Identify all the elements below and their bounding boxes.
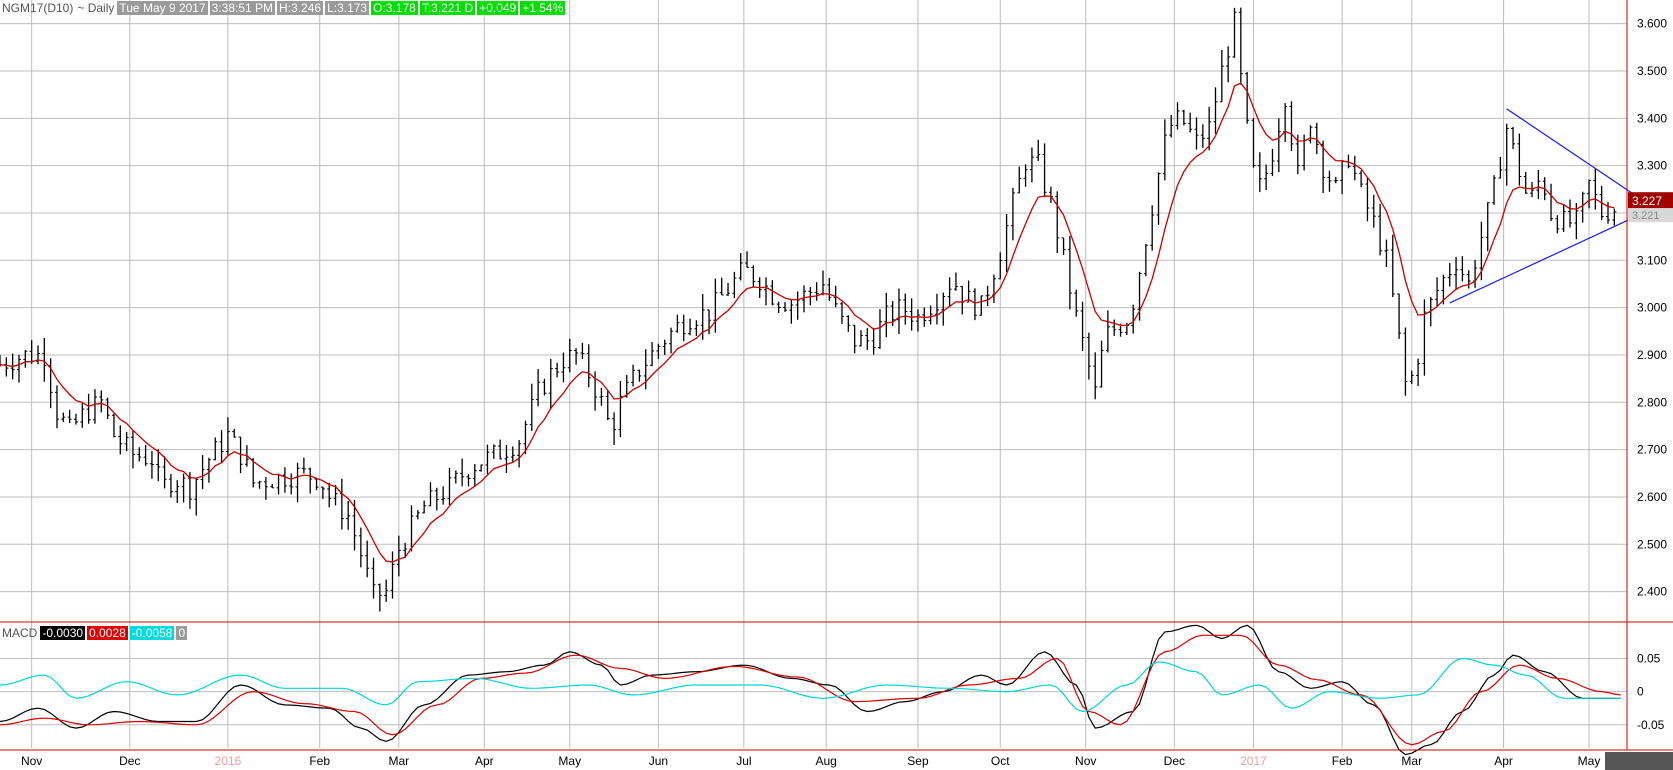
last-price-gray-bg [1628, 208, 1673, 223]
price-tick-label: 2.600 [1637, 490, 1667, 504]
time-tick-label: 2017 [1240, 754, 1267, 768]
price-tick-label: 3.600 [1637, 17, 1667, 31]
time-axis-scroll [1605, 752, 1673, 770]
time-tick-label: 2016 [215, 754, 242, 768]
last-price-gray: 3.221 [1632, 210, 1660, 222]
macd-panel: 0.05 0 -0.05 [0, 624, 1665, 756]
symbol-label[interactable]: NGM17(D10) [2, 1, 74, 15]
high-badge: H:3.246 [277, 1, 324, 15]
price-tick-label: 3.000 [1637, 301, 1667, 315]
last-badge: T:3.221 D [419, 1, 476, 15]
change-pct-badge: +1.54% [520, 1, 566, 15]
time-tick-label: Dec [1164, 754, 1185, 768]
macd-label[interactable]: MACD [2, 626, 38, 640]
macd-header: MACD -0.0030 0.0028 -0.0058 0 [1, 626, 188, 640]
time-tick-label: Oct [991, 754, 1010, 768]
time-tick-label: Feb [1332, 754, 1353, 768]
macd-series-signal [0, 634, 1621, 746]
time-tick-label: Mar [1401, 754, 1422, 768]
symbol-header: NGM17(D10) ~ Daily Tue May 9 2017 3:38:5… [1, 1, 566, 15]
ma-line [0, 82, 1615, 563]
time-tick-label: May [1578, 754, 1601, 768]
open-badge: O:3.178 [371, 1, 418, 15]
last-price-badge-bg [1628, 192, 1673, 209]
price-tick-label: 2.500 [1637, 537, 1667, 551]
low-badge: L:3.173 [325, 1, 370, 15]
price-tick-label: 3.500 [1637, 64, 1667, 78]
moving-average-line [0, 82, 1615, 563]
macd-tick-label: 0 [1637, 685, 1644, 699]
time-tick-label: Apr [475, 754, 494, 768]
time-tick-label: Mar [389, 754, 410, 768]
price-tick-label: 3.300 [1637, 159, 1667, 173]
date-badge: Tue May 9 2017 [117, 1, 208, 15]
macd-value-badge: -0.0030 [40, 626, 86, 640]
time-tick-label: Apr [1494, 754, 1513, 768]
triangle-trendlines[interactable] [1449, 108, 1634, 304]
time-tick-label: Nov [21, 754, 42, 768]
time-badge: 3:38:51 PM [209, 1, 276, 15]
time-tick-label: Dec [119, 754, 140, 768]
time-tick-label: Sep [907, 754, 929, 768]
trendline[interactable] [1506, 108, 1634, 195]
price-tick-label: 3.100 [1637, 253, 1667, 267]
histogram-value-badge: -0.0058 [129, 626, 175, 640]
price-tick-label: 2.800 [1637, 395, 1667, 409]
time-tick-label: Aug [815, 754, 836, 768]
time-tick-label: Jul [736, 754, 751, 768]
price-tick-label: 2.700 [1637, 443, 1667, 457]
chart-grid [0, 0, 1627, 748]
change-badge: +0.049 [477, 1, 519, 15]
macd-series-histogram [0, 657, 1621, 713]
time-tick-label: May [558, 754, 581, 768]
ohlc-bars [0, 7, 1617, 612]
interval-label[interactable]: ~ Daily [77, 1, 115, 15]
time-tick-label: Nov [1075, 754, 1096, 768]
time-tick-label: Feb [309, 754, 330, 768]
time-tick-label: Jun [649, 754, 668, 768]
price-tick-label: 2.900 [1637, 348, 1667, 362]
macd-tick-label: 0.05 [1637, 651, 1661, 665]
signal-value-badge: 0.0028 [87, 626, 128, 640]
trendline[interactable] [1449, 217, 1634, 304]
price-tick-label: 2.400 [1637, 585, 1667, 599]
macd-tick-label: -0.05 [1637, 718, 1665, 732]
macd-extra-badge: 0 [176, 626, 188, 640]
price-tick-label: 3.400 [1637, 111, 1667, 125]
last-price-badge: 3.227 [1632, 194, 1662, 208]
macd-series-macd [0, 624, 1621, 756]
